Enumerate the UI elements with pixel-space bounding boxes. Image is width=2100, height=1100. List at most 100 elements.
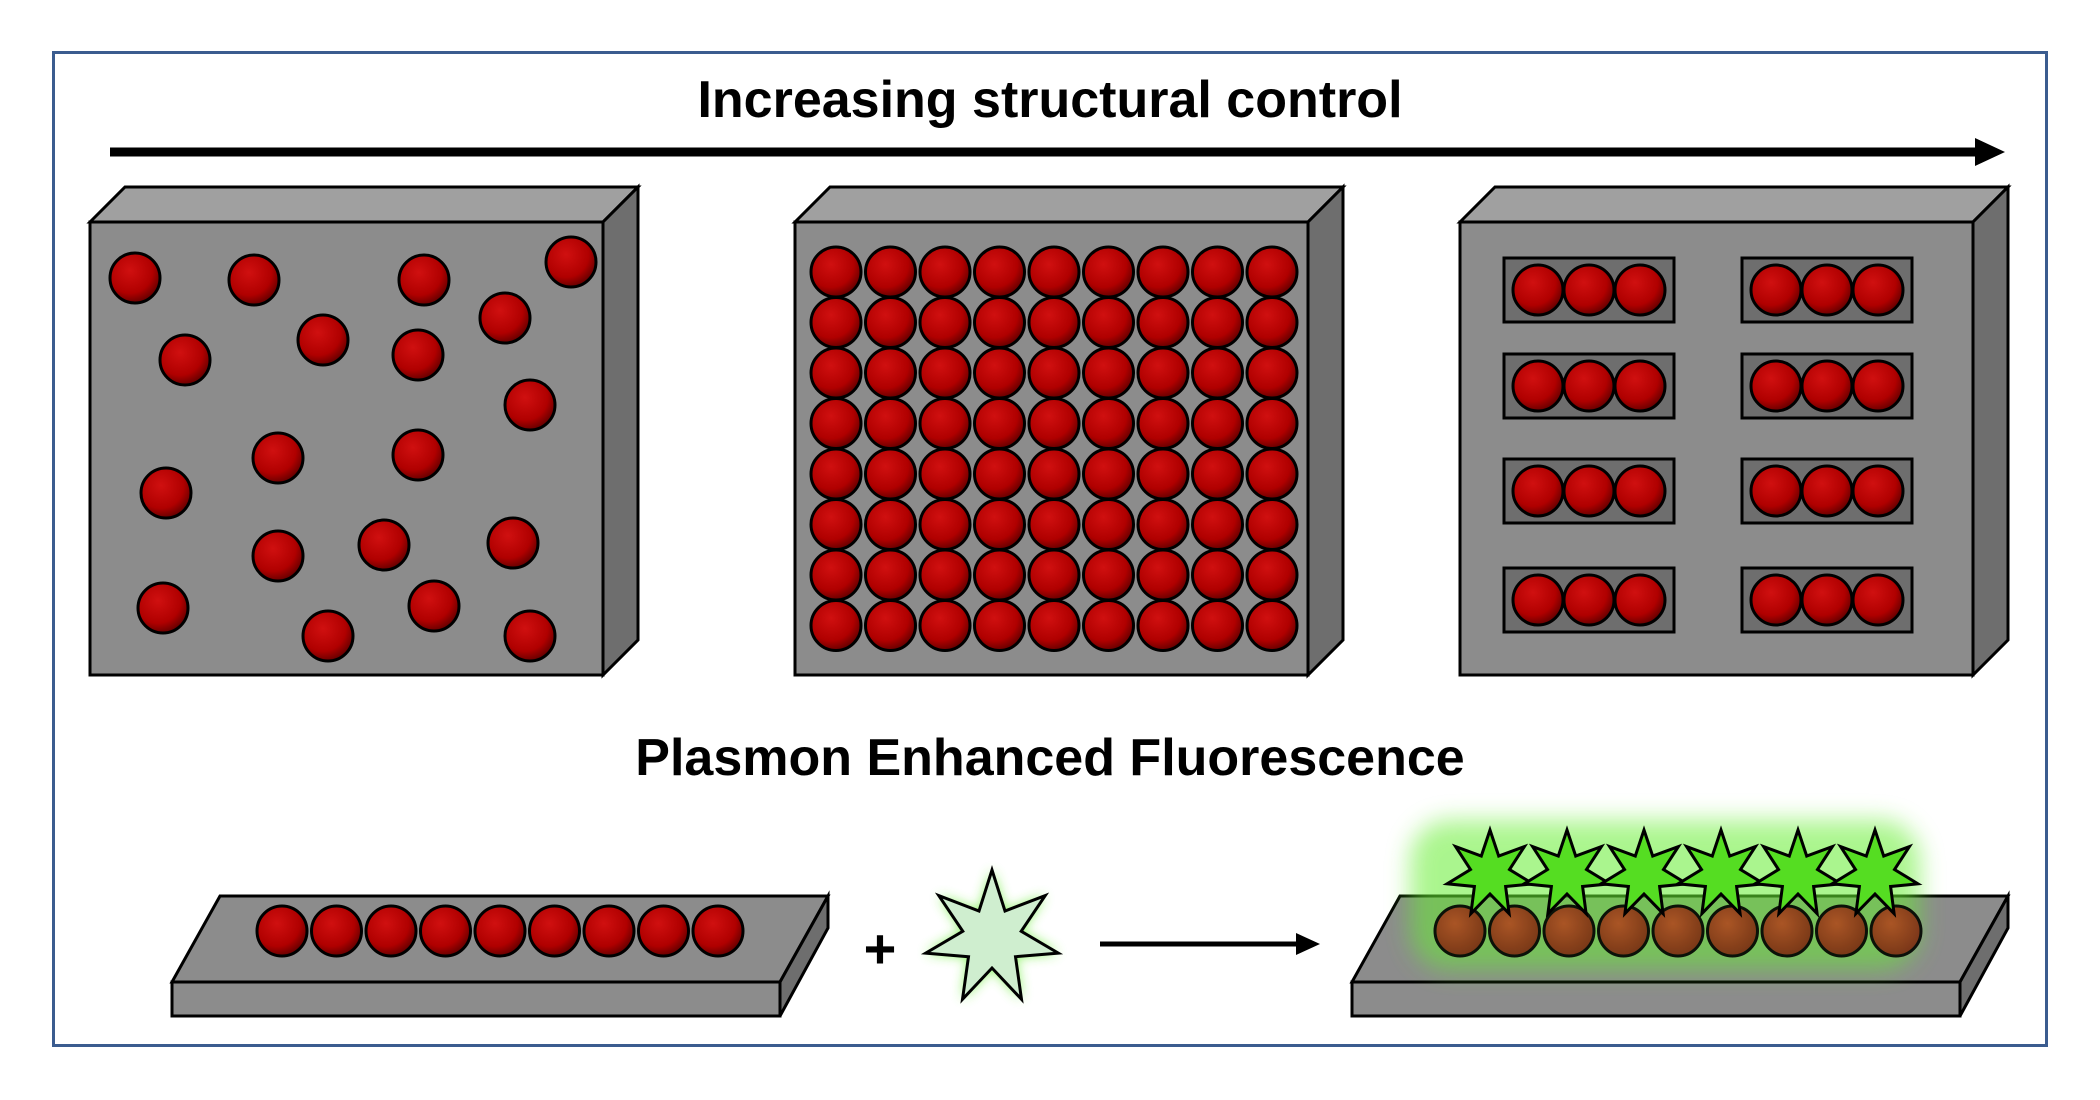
- nanoparticle: [1082, 447, 1135, 501]
- nanoparticle: [544, 235, 598, 289]
- nanoparticle: [1511, 359, 1565, 413]
- nanoparticle: [1082, 346, 1135, 400]
- nanoparticle: [1869, 904, 1923, 958]
- nanoparticle: [1562, 464, 1616, 518]
- fluorophore-star-enhanced: [1827, 825, 1923, 918]
- nanoparticle: [973, 599, 1026, 652]
- nanoparticle: [296, 313, 350, 367]
- fluorophore-star-enhanced: [1519, 825, 1615, 918]
- nanoparticle: [1191, 397, 1244, 450]
- nanoparticle: [1562, 263, 1616, 317]
- nanoparticle: [973, 346, 1026, 400]
- nanoparticle: [503, 378, 557, 432]
- nanoparticle: [1136, 296, 1190, 349]
- nanoparticle: [918, 346, 972, 400]
- nanoparticle: [1562, 359, 1616, 413]
- nanoparticle: [864, 245, 917, 299]
- nanoparticle: [918, 245, 972, 299]
- nanoparticle: [809, 296, 863, 349]
- structural-control-arrow: [110, 138, 2005, 166]
- nanoparticle: [1082, 245, 1135, 299]
- nanoparticle: [582, 904, 636, 958]
- nanoparticle: [864, 397, 917, 450]
- nanoparticle: [1082, 599, 1135, 652]
- nanoparticle: [809, 548, 863, 602]
- random-nanoparticles: [108, 235, 598, 663]
- nanoparticle: [251, 431, 305, 485]
- nanoparticle: [1027, 397, 1081, 450]
- nanoparticle: [1613, 464, 1667, 518]
- nanoparticle: [1488, 904, 1541, 958]
- nanoparticle: [1191, 245, 1244, 299]
- nanoparticle: [1245, 346, 1299, 400]
- nanoparticle: [1511, 263, 1565, 317]
- nanoparticle: [1136, 548, 1190, 602]
- nanoparticle: [1027, 599, 1081, 652]
- nanoparticle: [1511, 573, 1565, 627]
- fluorophore-stars-enhanced: [1442, 825, 1923, 918]
- nanoparticle: [1851, 464, 1905, 518]
- nanoparticle: [918, 599, 972, 652]
- nanoparticle: [1800, 359, 1854, 413]
- nanoparticle: [918, 548, 972, 602]
- nanoparticle: [864, 346, 917, 400]
- nanoparticle: [1749, 359, 1803, 413]
- nanoparticle: [864, 447, 917, 501]
- nanoparticle: [1027, 498, 1081, 551]
- nanoparticle: [1027, 245, 1081, 299]
- heading-increasing-structural-control: Increasing structural control: [697, 71, 1403, 129]
- nanoparticle: [918, 296, 972, 349]
- nanoparticle: [478, 291, 532, 345]
- nanoparticle: [1027, 447, 1081, 501]
- nanoparticle: [809, 346, 863, 400]
- nanoparticle: [1082, 498, 1135, 551]
- reaction-arrow: [1100, 933, 1320, 955]
- nanoparticle: [1511, 464, 1565, 518]
- nanoparticle: [1191, 498, 1244, 551]
- nanoparticle: [1191, 296, 1244, 349]
- fluorophore-star: [920, 865, 1064, 1004]
- fluorophore-star-enhanced: [1673, 825, 1769, 918]
- fluorophore-star-enhanced: [1442, 825, 1538, 918]
- nanoparticle: [1245, 296, 1299, 349]
- nanoparticle: [301, 609, 355, 663]
- heading-plasmon-enhanced-fluorescence: Plasmon Enhanced Fluorescence: [635, 729, 1465, 787]
- nanoparticle: [528, 904, 581, 958]
- nanoparticle: [1749, 464, 1803, 518]
- nanoparticle: [1191, 346, 1244, 400]
- nanoparticle: [918, 498, 972, 551]
- nanoparticle: [1136, 397, 1190, 450]
- nanoparticle: [1613, 359, 1667, 413]
- nanoparticle: [973, 245, 1026, 299]
- nanoparticle-chain-left: [255, 904, 745, 958]
- nanoparticle: [407, 579, 461, 633]
- nanoparticle: [1245, 498, 1299, 551]
- dense-nanoparticle-array: [809, 245, 1299, 652]
- nanoparticle: [1136, 245, 1190, 299]
- nanoparticle: [1082, 296, 1135, 349]
- nanoparticle: [1760, 904, 1814, 958]
- nanoparticle: [419, 904, 472, 958]
- nanoparticle: [809, 447, 863, 501]
- nanoparticle: [809, 599, 863, 652]
- fluorophore-star-enhanced: [1750, 825, 1846, 918]
- plus-sign: +: [864, 917, 897, 980]
- figure-frame: [52, 51, 2048, 1047]
- nanoparticle: [1191, 447, 1244, 501]
- nanoparticle: [691, 904, 745, 958]
- nanoparticle: [1800, 464, 1854, 518]
- nanoparticle: [1433, 904, 1487, 958]
- nanoparticle: [1082, 548, 1135, 602]
- nanoparticle: [1851, 573, 1905, 627]
- nanoparticle: [1027, 548, 1081, 602]
- nanoparticle: [809, 245, 863, 299]
- nanoparticle: [1027, 296, 1081, 349]
- nanoparticle: [1136, 346, 1190, 400]
- nanoparticle: [1136, 498, 1190, 551]
- nanoparticle: [1562, 573, 1616, 627]
- nanoparticle: [108, 251, 162, 305]
- nanoparticle: [1851, 263, 1905, 317]
- nanoparticle: [391, 428, 445, 482]
- nanoparticle: [1245, 599, 1299, 652]
